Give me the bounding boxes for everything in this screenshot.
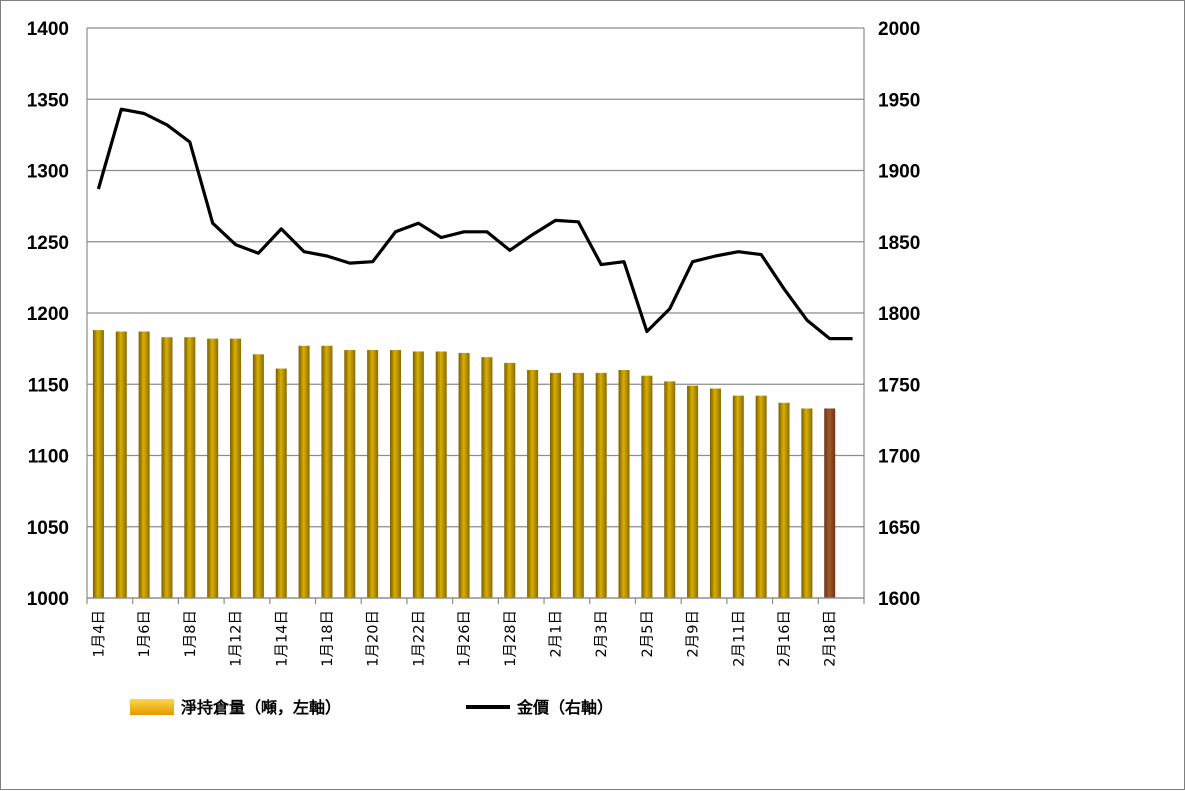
x-tick-label: 2月11日 xyxy=(731,610,747,667)
x-tick-label: 1月14日 xyxy=(274,610,290,667)
bar xyxy=(549,372,561,598)
y-left-tick-label: 1000 xyxy=(27,589,69,610)
x-axis-ticks: 1月4日 1月6日 1月8日 1月12日 1月14日 1月18日 1月20日 1月22日 1月2… xyxy=(91,610,838,667)
y-right-tick-label: 1600 xyxy=(878,589,920,610)
bar xyxy=(275,368,287,598)
bar xyxy=(298,345,310,598)
left-axis-ticks: 1400 1350 1300 1250 1200 1150 1100 1050 1000 xyxy=(27,19,69,610)
x-tick-label: 1月4日 xyxy=(91,610,107,657)
legend-label-bar: 淨持倉量（噸，左軸） xyxy=(181,698,341,717)
bar xyxy=(138,331,150,598)
bar xyxy=(641,375,653,598)
bar xyxy=(161,337,173,598)
y-right-tick-label: 1750 xyxy=(878,375,920,396)
bar xyxy=(207,338,219,598)
bar xyxy=(572,372,584,598)
x-tick-label: 2月5日 xyxy=(640,610,656,657)
x-tick-label: 2月3日 xyxy=(594,610,610,657)
x-tick-label: 1月8日 xyxy=(183,610,199,657)
y-left-tick-label: 1150 xyxy=(28,375,69,396)
bar xyxy=(367,350,379,598)
y-right-tick-label: 1850 xyxy=(878,233,920,254)
x-tick-label: 1月6日 xyxy=(137,610,153,657)
legend-label-line: 金價（右軸） xyxy=(516,698,613,717)
bar xyxy=(184,337,196,598)
y-right-tick-label: 1650 xyxy=(878,518,920,539)
bar xyxy=(732,395,744,598)
y-left-tick-label: 1200 xyxy=(27,304,69,325)
gold-price-line xyxy=(96,107,853,341)
x-tick-label: 1月12日 xyxy=(229,610,245,667)
line-series xyxy=(96,107,853,341)
x-tick-label: 1月22日 xyxy=(411,610,427,667)
bar xyxy=(755,395,767,598)
bar xyxy=(504,362,516,598)
y-right-tick-label: 2000 xyxy=(878,19,920,40)
bar xyxy=(664,381,676,598)
gridlines xyxy=(87,27,864,599)
legend: 淨持倉量（噸，左軸） 金價（右軸） xyxy=(130,698,613,717)
y-right-tick-label: 1950 xyxy=(878,90,920,111)
bar xyxy=(230,338,242,598)
legend-swatch-bar xyxy=(130,699,174,715)
y-right-tick-label: 1900 xyxy=(878,162,920,183)
axes xyxy=(86,28,865,604)
x-tick-label: 1月20日 xyxy=(366,610,382,667)
y-left-tick-label: 1250 xyxy=(27,233,69,254)
bar xyxy=(390,350,402,598)
y-left-tick-label: 1350 xyxy=(27,90,69,111)
bar xyxy=(252,354,264,598)
x-tick-label: 1月18日 xyxy=(320,610,336,667)
bar xyxy=(687,385,699,598)
y-left-tick-label: 1050 xyxy=(27,518,69,539)
bar xyxy=(435,351,447,598)
bar xyxy=(778,402,790,598)
bar xyxy=(321,345,333,598)
bar xyxy=(824,408,836,598)
bar xyxy=(92,330,104,598)
bar xyxy=(115,331,127,598)
y-right-tick-label: 1800 xyxy=(878,304,920,325)
bar xyxy=(481,357,493,598)
x-tick-label: 2月1日 xyxy=(549,610,565,657)
y-left-tick-label: 1400 xyxy=(27,19,69,40)
right-axis-ticks: 2000 1950 1900 1850 1800 1750 1700 1650 1600 xyxy=(878,19,920,610)
bar xyxy=(412,351,424,598)
x-tick-label: 2月18日 xyxy=(823,610,839,667)
bar xyxy=(458,352,470,598)
bar xyxy=(801,408,813,598)
y-left-tick-label: 1300 xyxy=(27,162,69,183)
y-left-tick-label: 1100 xyxy=(28,447,69,468)
bar xyxy=(618,370,630,598)
y-right-tick-label: 1700 xyxy=(878,447,920,468)
bar xyxy=(709,388,721,598)
x-tick-label: 1月28日 xyxy=(503,610,519,667)
x-tick-label: 1月26日 xyxy=(457,610,473,667)
bar xyxy=(595,372,607,598)
x-tick-label: 2月16日 xyxy=(777,610,793,667)
bar-series xyxy=(92,330,836,598)
bar xyxy=(527,370,539,598)
x-tick-label: 2月9日 xyxy=(686,610,702,657)
bar xyxy=(344,350,356,598)
